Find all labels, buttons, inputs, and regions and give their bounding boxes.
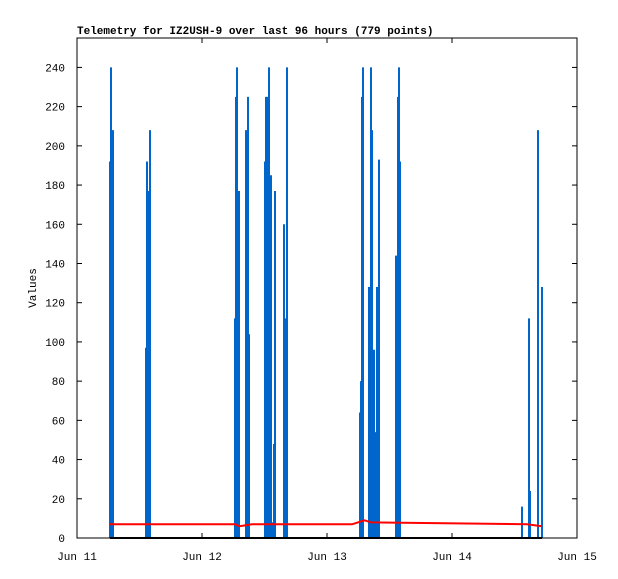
y-tick-label: 160 (45, 220, 65, 232)
y-tick-label: 240 (45, 63, 65, 75)
plot-area (109, 67, 543, 539)
y-tick-label: 20 (52, 495, 65, 507)
y-tick-label: 180 (45, 181, 65, 193)
y-tick-label: 0 (58, 534, 65, 546)
y-axis-label: Values (28, 268, 40, 308)
y-tick-label: 40 (52, 456, 65, 468)
chart-title: Telemetry for IZ2USH-9 over last 96 hour… (77, 26, 433, 38)
x-tick-label: Jun 12 (182, 552, 222, 564)
x-tick-label: Jun 11 (57, 552, 97, 564)
x-tick-label: Jun 15 (557, 552, 597, 564)
x-tick-label: Jun 13 (307, 552, 347, 564)
y-tick-label: 120 (45, 299, 65, 311)
y-tick-label: 80 (52, 377, 65, 389)
y-tick-label: 60 (52, 416, 65, 428)
x-tick-label: Jun 14 (432, 552, 472, 564)
y-tick-label: 220 (45, 103, 65, 115)
y-tick-label: 100 (45, 338, 65, 350)
y-tick-label: 140 (45, 259, 65, 271)
series-line (110, 519, 543, 528)
y-tick-label: 200 (45, 142, 65, 154)
